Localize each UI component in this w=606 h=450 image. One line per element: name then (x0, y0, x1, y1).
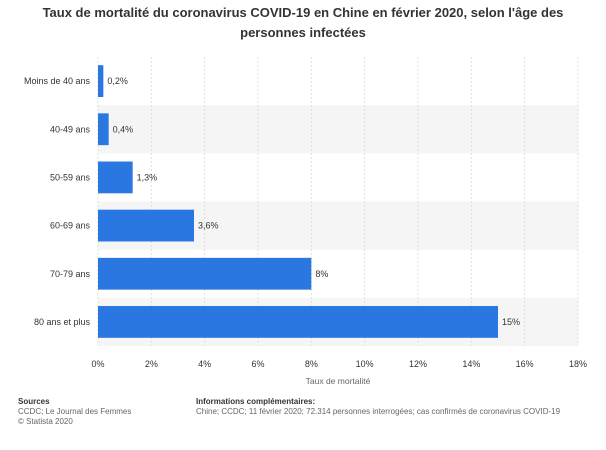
sources-block: Sources CCDC; Le Journal des Femmes © St… (18, 397, 188, 427)
x-tick-label: 12% (409, 359, 427, 369)
category-label: 60-69 ans (50, 221, 91, 231)
category-label: 40-49 ans (50, 124, 91, 134)
x-tick-label: 10% (356, 359, 374, 369)
x-tick-label: 4% (198, 359, 211, 369)
gridlines (97, 57, 579, 346)
copyright-line[interactable]: © Statista 2020 (18, 417, 73, 426)
data-label: 3,6% (198, 221, 219, 231)
bar[interactable] (98, 65, 104, 97)
bar[interactable] (98, 257, 312, 290)
data-label: 1,3% (137, 172, 158, 182)
info-block: Informations complémentaires: Chine; CCD… (196, 397, 596, 417)
x-tick-label: 6% (251, 359, 264, 369)
sources-line[interactable]: CCDC; Le Journal des Femmes (18, 407, 132, 416)
info-text: Chine; CCDC; 11 février 2020; 72.314 per… (196, 407, 561, 416)
data-labels: 0,2% 0,4% 1,3% 3,6% 8% 15% (107, 76, 520, 327)
x-tick-label: 14% (462, 359, 480, 369)
x-tick-label: 2% (145, 359, 158, 369)
x-tick-label: 0% (91, 359, 104, 369)
x-axis-title: Taux de mortalité (306, 376, 371, 386)
category-label: Moins de 40 ans (24, 76, 91, 86)
x-tick-label: 8% (305, 359, 318, 369)
category-label: 80 ans et plus (34, 317, 91, 327)
x-tick-labels: 0% 2% 4% 6% 8% 10% 12% 14% 16% 18% (91, 359, 587, 369)
data-label: 15% (502, 317, 520, 327)
data-label: 0,2% (107, 76, 128, 86)
bar[interactable] (98, 113, 109, 146)
bars (98, 65, 498, 338)
info-title: Informations complémentaires: (196, 397, 316, 406)
category-labels: Moins de 40 ans 40-49 ans 50-59 ans 60-69 a… (24, 76, 91, 327)
category-label: 50-59 ans (50, 172, 91, 182)
x-tick-label: 18% (569, 359, 587, 369)
sources-title: Sources (18, 397, 50, 406)
bar[interactable] (98, 161, 133, 194)
bar[interactable] (98, 306, 498, 338)
data-label: 8% (315, 269, 328, 279)
data-label: 0,4% (113, 124, 134, 134)
row-band (98, 105, 578, 154)
x-tick-label: 16% (516, 359, 534, 369)
category-label: 70-79 ans (50, 269, 91, 279)
bar[interactable] (98, 209, 194, 242)
chart-title: Taux de mortalité du coronavirus COVID-1… (42, 5, 564, 40)
